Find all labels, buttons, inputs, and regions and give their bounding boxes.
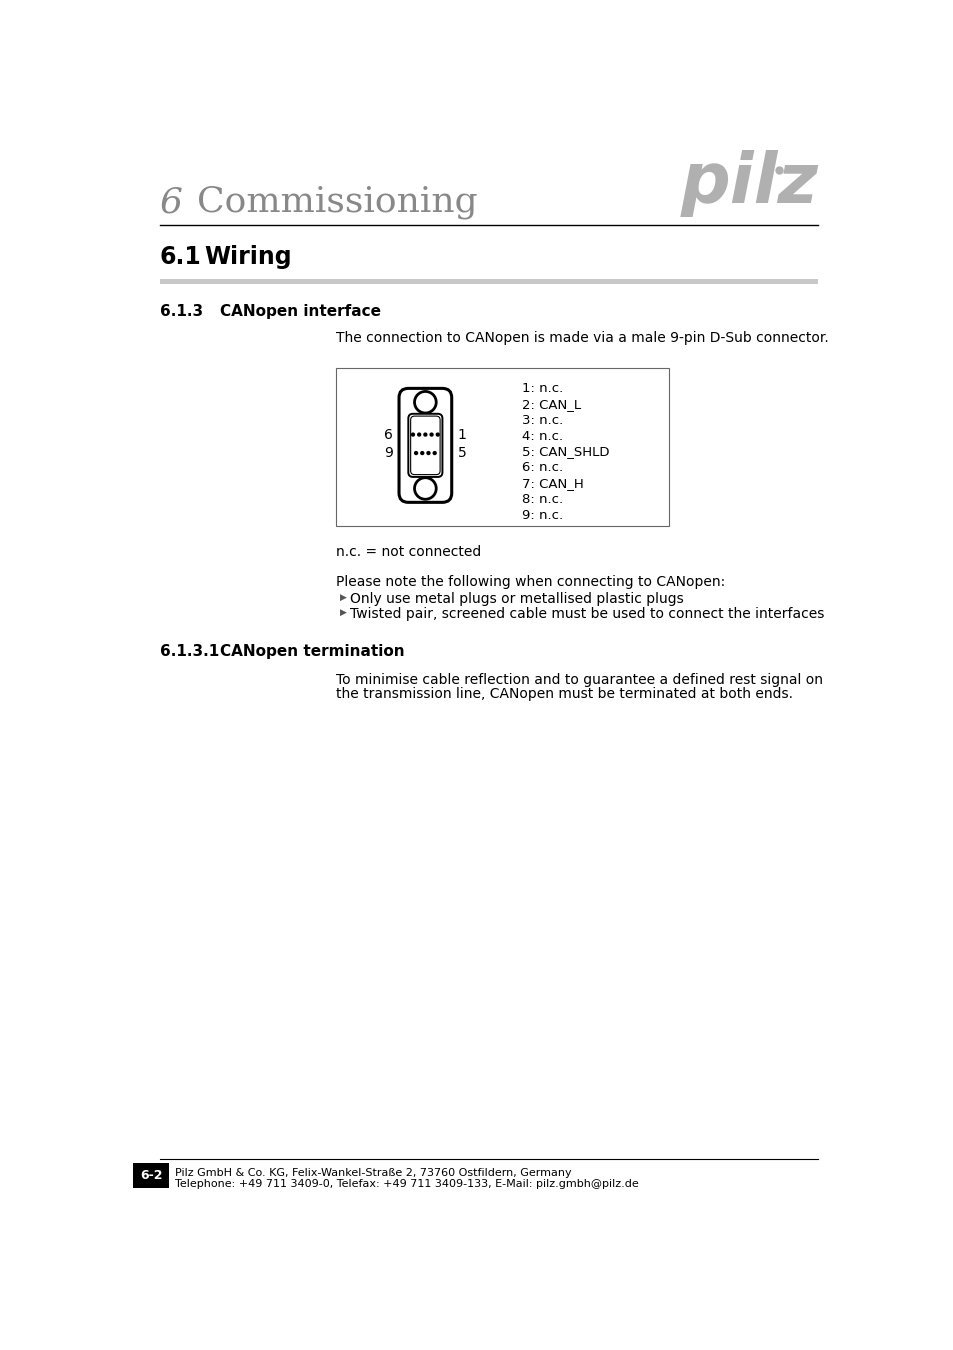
Text: 5: 5 (457, 446, 466, 460)
Text: 5: CAN_SHLD: 5: CAN_SHLD (521, 446, 609, 459)
Text: 8: n.c.: 8: n.c. (521, 493, 563, 506)
Bar (133, 1162, 169, 1188)
Text: 2: CAN_L: 2: CAN_L (521, 398, 580, 410)
Text: ▶: ▶ (340, 608, 347, 617)
Circle shape (423, 432, 427, 437)
Text: n.c. = not connected: n.c. = not connected (335, 545, 481, 559)
Text: 6: 6 (383, 428, 393, 441)
Text: Telephone: +49 711 3409-0, Telefax: +49 711 3409-133, E-Mail: pilz.gmbh@pilz.de: Telephone: +49 711 3409-0, Telefax: +49 … (174, 1179, 639, 1189)
Circle shape (416, 432, 421, 437)
Bar (335, 369, 669, 526)
FancyBboxPatch shape (408, 414, 442, 477)
Text: Twisted pair, screened cable must be used to connect the interfaces: Twisted pair, screened cable must be use… (350, 608, 823, 621)
Text: pilz: pilz (679, 150, 818, 217)
Circle shape (419, 451, 424, 455)
FancyBboxPatch shape (398, 389, 452, 502)
Bar (159, 279, 818, 285)
Circle shape (414, 451, 417, 455)
Text: 1: 1 (457, 428, 466, 441)
Text: 6.1.3.1: 6.1.3.1 (159, 644, 218, 659)
Text: the transmission line, CANopen must be terminated at both ends.: the transmission line, CANopen must be t… (335, 687, 792, 701)
Text: Wiring: Wiring (204, 246, 292, 269)
Circle shape (429, 432, 434, 437)
Text: CANopen termination: CANopen termination (220, 644, 404, 659)
Text: 6: n.c.: 6: n.c. (521, 462, 563, 474)
Text: The connection to CANopen is made via a male 9-pin D-Sub connector.: The connection to CANopen is made via a … (335, 331, 828, 346)
Text: CANopen interface: CANopen interface (220, 305, 380, 320)
Text: 6.1.3: 6.1.3 (159, 305, 202, 320)
Text: ▶: ▶ (340, 593, 347, 602)
Text: To minimise cable reflection and to guarantee a defined rest signal on: To minimise cable reflection and to guar… (335, 674, 822, 687)
Circle shape (436, 432, 439, 437)
Text: 6.1: 6.1 (159, 246, 201, 269)
Circle shape (426, 451, 430, 455)
Text: Pilz GmbH & Co. KG, Felix-Wankel-Straße 2, 73760 Ostfildern, Germany: Pilz GmbH & Co. KG, Felix-Wankel-Straße … (174, 1168, 571, 1179)
FancyBboxPatch shape (410, 416, 439, 475)
Text: 9: n.c.: 9: n.c. (521, 509, 563, 521)
Text: 4: n.c.: 4: n.c. (521, 429, 563, 443)
Text: 1: n.c.: 1: n.c. (521, 382, 563, 396)
Circle shape (432, 451, 436, 455)
Text: 3: n.c.: 3: n.c. (521, 414, 563, 427)
Text: Commissioning: Commissioning (196, 185, 476, 219)
Text: Please note the following when connecting to CANopen:: Please note the following when connectin… (335, 575, 724, 589)
Text: 9: 9 (383, 446, 393, 460)
Text: 6-2: 6-2 (140, 1169, 162, 1181)
Text: Only use metal plugs or metallised plastic plugs: Only use metal plugs or metallised plast… (350, 591, 683, 606)
Text: 7: CAN_H: 7: CAN_H (521, 477, 583, 490)
Circle shape (411, 432, 415, 437)
Text: 6: 6 (159, 185, 182, 219)
